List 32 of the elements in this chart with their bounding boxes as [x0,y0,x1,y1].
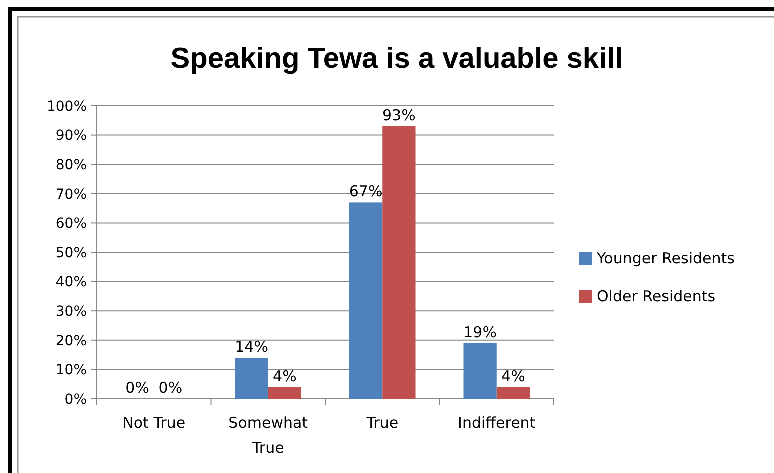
y-tick-label: 70% [56,186,87,203]
y-tick-label: 100% [46,98,87,115]
bar [349,202,383,399]
y-tick-label: 40% [56,274,87,291]
data-label: 19% [464,323,497,342]
chart-title: Speaking Tewa is a valuable skill [170,43,624,75]
y-tick-label: 80% [56,158,87,174]
x-tick-label: Not True [122,414,186,432]
data-label: 0% [158,379,183,397]
data-label: 93% [382,106,416,125]
y-tick-label: 10% [56,362,87,379]
bar [235,358,268,399]
y-tick-label: 50% [56,245,87,262]
data-label: 4% [273,367,297,386]
data-label: 4% [502,367,526,386]
y-tick-label: 30% [56,304,87,320]
data-label: 67% [349,182,383,201]
bar [464,343,497,399]
data-label: 0% [126,379,150,397]
bar [496,387,530,399]
x-tick-label: Indifferent [458,414,536,432]
bar [268,387,302,399]
y-tick-label: 0% [64,392,87,408]
y-tick-label: 20% [56,333,87,350]
x-tick-label: True [366,414,399,432]
y-tick-label: 90% [56,128,87,144]
legend-label: Younger Residents [596,249,736,268]
data-label: 14% [235,338,268,356]
y-tick-label: 60% [56,216,87,232]
legend-label: Older Residents [597,287,716,306]
x-tick-label: Somewhat True [228,414,308,457]
bar [382,126,416,399]
